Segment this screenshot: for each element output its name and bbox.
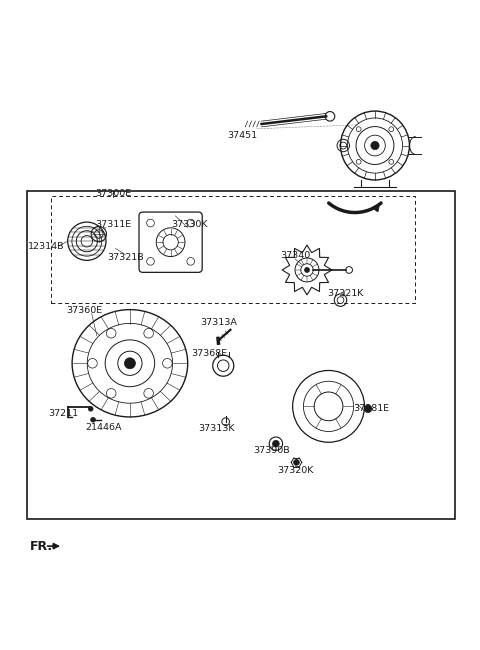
Text: 12314B: 12314B	[28, 242, 64, 250]
Text: 37321B: 37321B	[107, 254, 144, 263]
Bar	[27, 191, 456, 519]
Text: 37390B: 37390B	[253, 447, 289, 456]
Text: 37321K: 37321K	[327, 289, 363, 298]
Text: 37451: 37451	[228, 131, 257, 140]
Text: 37320K: 37320K	[277, 467, 313, 476]
Circle shape	[88, 406, 93, 411]
Text: 37330K: 37330K	[171, 220, 208, 229]
Text: 37340: 37340	[280, 251, 310, 260]
Text: 37381E: 37381E	[354, 404, 390, 413]
Text: 37368E: 37368E	[191, 349, 227, 358]
Circle shape	[304, 267, 310, 272]
Text: FR.: FR.	[30, 540, 53, 552]
Text: 37300E: 37300E	[95, 189, 131, 198]
Text: 37313K: 37313K	[198, 424, 234, 434]
Text: 21446A: 21446A	[85, 423, 122, 432]
Text: 37211: 37211	[48, 409, 78, 418]
Text: 37360E: 37360E	[66, 306, 103, 315]
Bar	[51, 196, 415, 304]
Circle shape	[273, 440, 279, 447]
Circle shape	[124, 358, 135, 369]
Text: 37313A: 37313A	[200, 318, 237, 327]
Circle shape	[371, 142, 379, 150]
Text: 37311E: 37311E	[95, 220, 131, 229]
Circle shape	[294, 460, 300, 465]
Circle shape	[364, 405, 372, 413]
Circle shape	[91, 417, 96, 422]
